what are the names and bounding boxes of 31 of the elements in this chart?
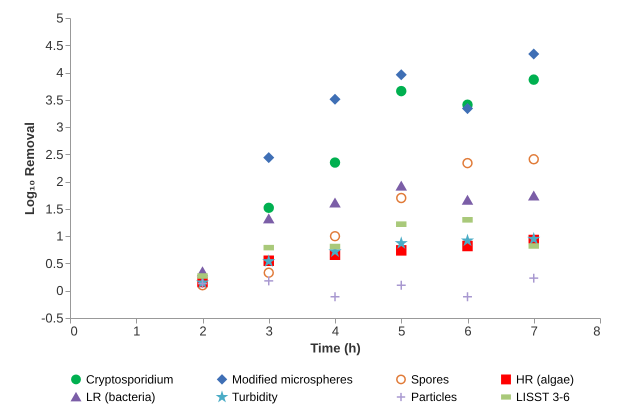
y-tick-label: 5 [56,10,64,26]
legend-label: Cryptosporidium [86,372,174,386]
y-tick-label: 2.5 [45,146,64,162]
y-tick-label: 0 [56,283,64,298]
x-tick-label: 0 [70,324,78,338]
x-tick-label: 6 [464,324,472,338]
y-tick-label: 1 [56,228,64,244]
y-tick-label: 2 [56,174,64,190]
y-tick-label: 0.5 [45,256,64,271]
legend-label: Modified microspheres [232,372,353,386]
y-tick-label: 4 [56,65,64,80]
y-axis-title: Log₁₀ Removal [22,122,38,215]
x-tick-label: 7 [530,324,538,338]
y-tick-label: 1.5 [45,201,64,216]
y-tick-label: 3.5 [45,92,64,108]
legend-label: HR (algae) [516,372,574,386]
x-tick-label: 1 [133,324,140,338]
x-axis-title: Time (h) [310,340,361,356]
y-tick-label: 4.5 [45,38,64,53]
x-tick-label: 4 [332,324,340,338]
x-tick-label: 8 [593,324,600,338]
legend-label: LISST 3-6 [516,390,570,404]
y-tick-label: -0.5 [41,310,64,326]
legend-label: Turbidity [232,390,278,404]
legend-label: LR (bacteria) [86,390,156,404]
x-tick-label: 2 [199,324,207,338]
y-tick-label: 3 [56,120,64,135]
legend-label: Particles [411,390,458,404]
x-tick-label: 5 [398,324,406,338]
x-tick-label: 3 [266,324,273,338]
legend-label: Spores [411,372,450,386]
